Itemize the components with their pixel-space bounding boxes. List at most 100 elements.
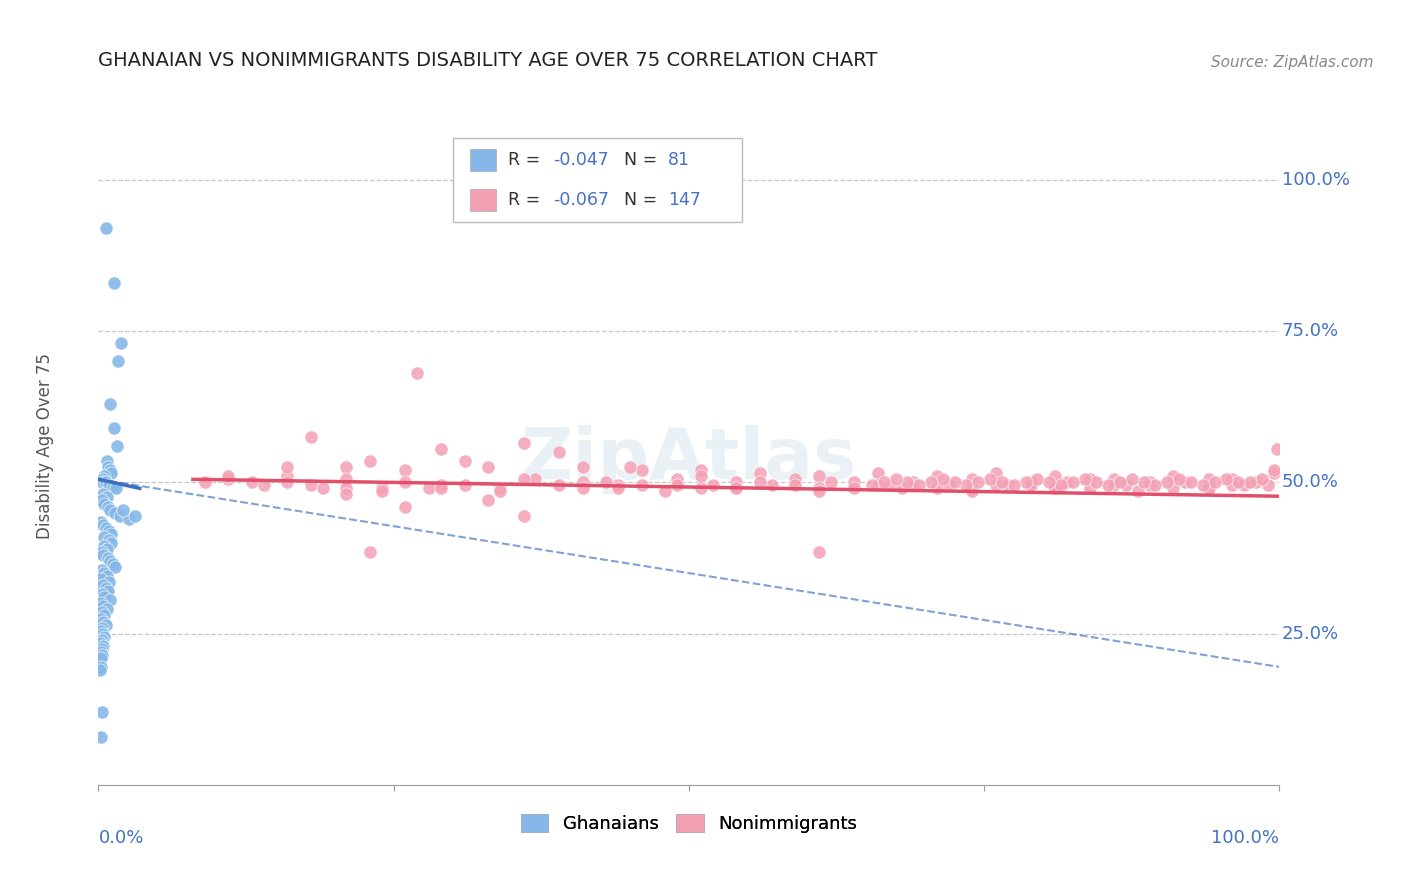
Point — [1115, 478, 1137, 492]
Point — [335, 487, 357, 501]
Point — [98, 478, 121, 492]
Point — [93, 608, 115, 623]
Point — [1227, 475, 1250, 490]
Point — [1168, 472, 1191, 486]
Point — [90, 624, 112, 638]
Text: Disability Age Over 75: Disability Age Over 75 — [37, 353, 55, 539]
Point — [104, 560, 127, 574]
Point — [890, 482, 912, 496]
Bar — [471, 149, 496, 170]
Point — [1220, 472, 1243, 486]
Point — [93, 591, 115, 605]
Point — [371, 484, 394, 499]
Point — [112, 502, 135, 516]
Point — [908, 478, 931, 492]
Point — [903, 475, 925, 490]
Point — [430, 442, 453, 456]
Point — [91, 563, 114, 577]
Text: 147: 147 — [668, 191, 700, 209]
Point — [97, 584, 120, 599]
Point — [1144, 478, 1167, 492]
Point — [103, 421, 125, 435]
Point — [1161, 469, 1184, 483]
Point — [359, 454, 381, 468]
Point — [217, 472, 239, 486]
Text: -0.067: -0.067 — [553, 191, 609, 209]
Point — [619, 460, 641, 475]
Point — [91, 615, 114, 629]
Point — [253, 478, 276, 492]
Point — [702, 478, 724, 492]
Point — [96, 569, 118, 583]
Point — [335, 472, 357, 486]
Point — [666, 478, 689, 492]
Point — [299, 478, 322, 492]
Point — [100, 467, 122, 481]
Point — [101, 557, 124, 571]
Point — [371, 482, 394, 496]
Point — [90, 515, 112, 529]
Point — [118, 511, 141, 525]
Point — [91, 706, 114, 720]
Point — [90, 645, 112, 659]
Point — [94, 475, 117, 490]
Point — [962, 472, 984, 486]
Point — [943, 475, 966, 490]
Point — [1244, 475, 1267, 490]
Point — [93, 539, 115, 553]
Point — [820, 475, 842, 490]
Point — [91, 626, 114, 640]
Point — [90, 636, 112, 650]
Point — [1250, 472, 1272, 486]
Point — [406, 367, 429, 381]
Point — [1198, 482, 1220, 496]
Point — [1198, 482, 1220, 496]
Point — [866, 467, 889, 481]
Point — [955, 478, 977, 492]
Point — [240, 475, 263, 490]
Point — [807, 482, 830, 496]
Point — [1102, 478, 1125, 492]
Point — [312, 482, 335, 496]
Point — [866, 478, 889, 492]
Text: ZipAtlas: ZipAtlas — [522, 425, 856, 494]
Point — [394, 475, 416, 490]
Point — [920, 475, 942, 490]
Point — [689, 482, 711, 496]
Point — [962, 484, 984, 499]
Point — [1002, 478, 1025, 492]
Point — [860, 478, 883, 492]
Point — [548, 445, 571, 459]
Point — [489, 482, 512, 496]
Point — [962, 482, 984, 496]
Point — [1191, 478, 1213, 492]
Point — [524, 472, 547, 486]
Point — [1204, 475, 1226, 490]
Point — [91, 648, 114, 662]
Text: -0.047: -0.047 — [553, 151, 609, 169]
Point — [276, 475, 298, 490]
Point — [101, 482, 124, 496]
Point — [1239, 475, 1261, 490]
Text: 100.0%: 100.0% — [1282, 170, 1350, 189]
Point — [1174, 475, 1197, 490]
Bar — [471, 189, 496, 211]
Point — [1014, 475, 1036, 490]
Point — [1139, 475, 1161, 490]
Point — [654, 484, 676, 499]
Point — [1085, 475, 1108, 490]
Point — [91, 548, 114, 562]
Point — [1265, 442, 1288, 456]
Point — [571, 482, 593, 496]
Point — [98, 502, 121, 516]
Point — [1102, 472, 1125, 486]
Point — [335, 482, 357, 496]
Point — [932, 472, 955, 486]
Point — [1198, 472, 1220, 486]
Point — [938, 478, 960, 492]
Point — [107, 354, 129, 368]
Point — [1215, 472, 1237, 486]
Legend: Ghanaians, Nonimmigrants: Ghanaians, Nonimmigrants — [513, 806, 865, 840]
Point — [100, 526, 122, 541]
Point — [91, 475, 114, 490]
